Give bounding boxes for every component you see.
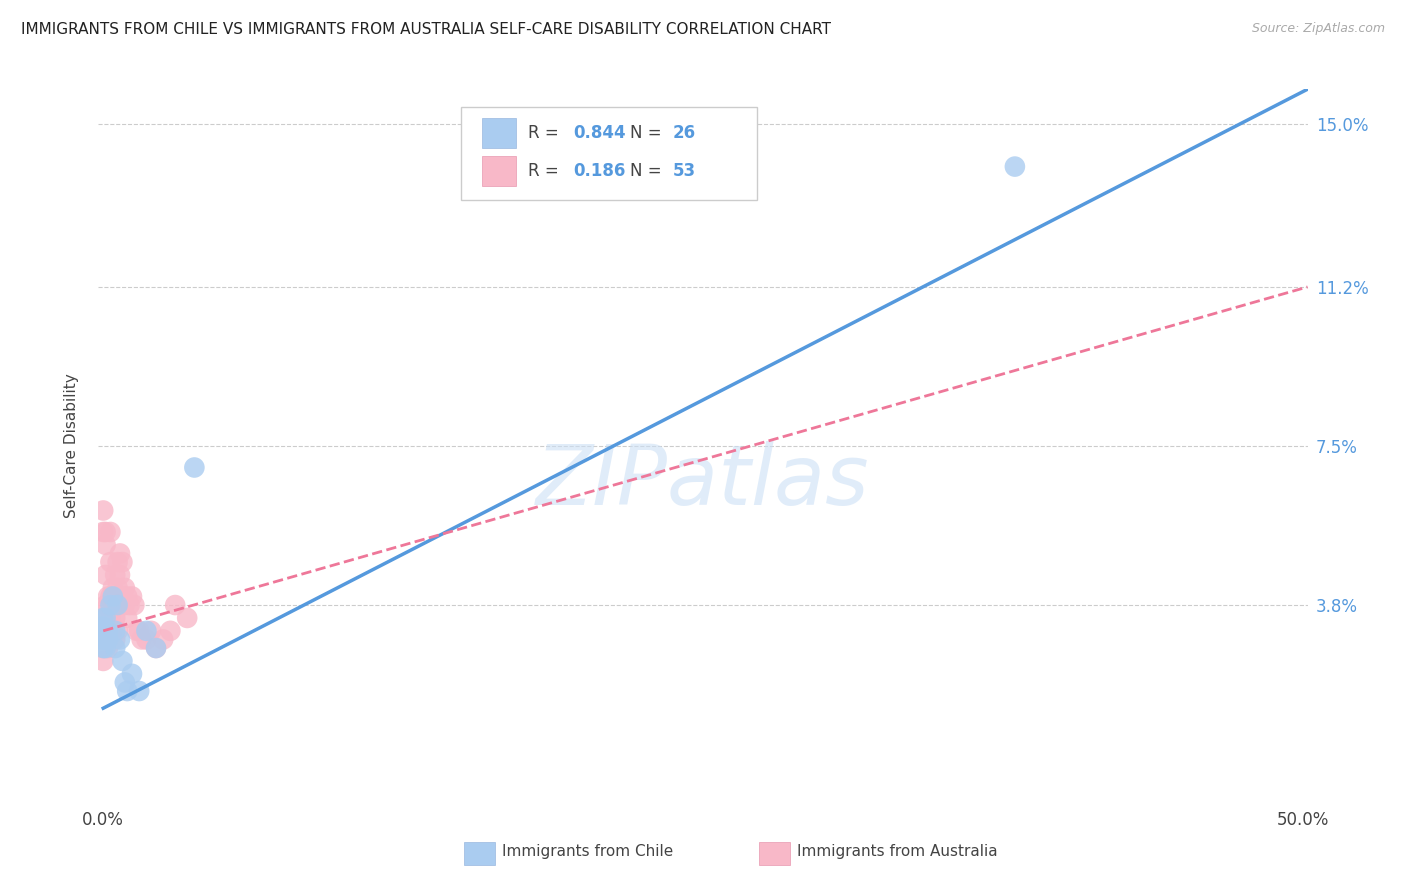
Point bbox=[111, 555, 134, 569]
Text: Source: ZipAtlas.com: Source: ZipAtlas.com bbox=[1251, 22, 1385, 36]
Point bbox=[108, 546, 131, 560]
Point bbox=[91, 641, 114, 656]
Point bbox=[100, 598, 122, 612]
Point bbox=[97, 590, 120, 604]
Point bbox=[111, 654, 134, 668]
Point bbox=[104, 624, 127, 638]
Point bbox=[131, 632, 153, 647]
Point bbox=[91, 611, 114, 625]
Point bbox=[145, 641, 167, 656]
Point bbox=[101, 624, 124, 638]
Point bbox=[94, 641, 117, 656]
Point bbox=[91, 632, 114, 647]
Point bbox=[114, 581, 136, 595]
Text: N =: N = bbox=[630, 162, 668, 180]
Point bbox=[91, 611, 114, 625]
Point bbox=[107, 598, 129, 612]
Text: Immigrants from Chile: Immigrants from Chile bbox=[502, 845, 673, 859]
Point bbox=[91, 524, 114, 539]
Point bbox=[114, 598, 136, 612]
Text: 0.844: 0.844 bbox=[574, 125, 626, 143]
Point bbox=[100, 555, 122, 569]
Point bbox=[94, 524, 117, 539]
Point bbox=[128, 624, 150, 638]
Point bbox=[124, 598, 146, 612]
Point bbox=[101, 581, 124, 595]
Point bbox=[97, 598, 120, 612]
Point bbox=[91, 624, 114, 638]
Point bbox=[104, 590, 127, 604]
Point bbox=[91, 654, 114, 668]
Text: 26: 26 bbox=[673, 125, 696, 143]
Point bbox=[107, 598, 129, 612]
Text: IMMIGRANTS FROM CHILE VS IMMIGRANTS FROM AUSTRALIA SELF-CARE DISABILITY CORRELAT: IMMIGRANTS FROM CHILE VS IMMIGRANTS FROM… bbox=[21, 22, 831, 37]
Point bbox=[91, 619, 114, 633]
Text: 0.186: 0.186 bbox=[574, 162, 626, 180]
FancyBboxPatch shape bbox=[461, 107, 758, 200]
Point bbox=[135, 632, 157, 647]
FancyBboxPatch shape bbox=[482, 119, 516, 148]
Point bbox=[145, 641, 167, 656]
Text: R =: R = bbox=[527, 125, 564, 143]
Point bbox=[118, 598, 141, 612]
Point bbox=[94, 538, 117, 552]
Point bbox=[115, 611, 138, 625]
Point bbox=[152, 632, 174, 647]
Point bbox=[94, 632, 117, 647]
Point bbox=[94, 624, 117, 638]
Point bbox=[111, 590, 134, 604]
Point bbox=[125, 624, 148, 638]
Point bbox=[176, 611, 198, 625]
Point bbox=[100, 611, 122, 625]
Point bbox=[101, 590, 124, 604]
Point bbox=[115, 684, 138, 698]
Point bbox=[114, 675, 136, 690]
Point bbox=[165, 598, 187, 612]
Text: N =: N = bbox=[630, 125, 668, 143]
Point bbox=[94, 632, 117, 647]
Point bbox=[104, 611, 127, 625]
Point bbox=[97, 632, 120, 647]
Y-axis label: Self-Care Disability: Self-Care Disability bbox=[65, 374, 79, 518]
Point bbox=[107, 581, 129, 595]
Point bbox=[128, 684, 150, 698]
Point bbox=[104, 568, 127, 582]
Point bbox=[104, 632, 127, 647]
Text: R =: R = bbox=[527, 162, 564, 180]
Point bbox=[97, 632, 120, 647]
Point bbox=[94, 619, 117, 633]
Point bbox=[94, 568, 117, 582]
Point bbox=[121, 590, 143, 604]
Point bbox=[91, 641, 114, 656]
Point bbox=[100, 590, 122, 604]
Point bbox=[135, 624, 157, 638]
Point bbox=[97, 641, 120, 656]
Point bbox=[159, 624, 181, 638]
Point bbox=[121, 666, 143, 681]
Point bbox=[108, 568, 131, 582]
Text: Immigrants from Australia: Immigrants from Australia bbox=[797, 845, 998, 859]
Point bbox=[101, 598, 124, 612]
Point bbox=[183, 460, 205, 475]
Point bbox=[100, 524, 122, 539]
Point bbox=[141, 624, 163, 638]
Point bbox=[107, 624, 129, 638]
Point bbox=[108, 632, 131, 647]
Point bbox=[94, 611, 117, 625]
Point bbox=[104, 641, 127, 656]
Point bbox=[91, 624, 114, 638]
Point bbox=[97, 611, 120, 625]
Point bbox=[1004, 160, 1026, 174]
Point bbox=[115, 590, 138, 604]
Text: ZIPatlas: ZIPatlas bbox=[536, 442, 870, 522]
Text: 53: 53 bbox=[673, 162, 696, 180]
Point bbox=[97, 624, 120, 638]
Point bbox=[107, 555, 129, 569]
Point bbox=[94, 598, 117, 612]
FancyBboxPatch shape bbox=[482, 156, 516, 186]
Point bbox=[91, 503, 114, 517]
